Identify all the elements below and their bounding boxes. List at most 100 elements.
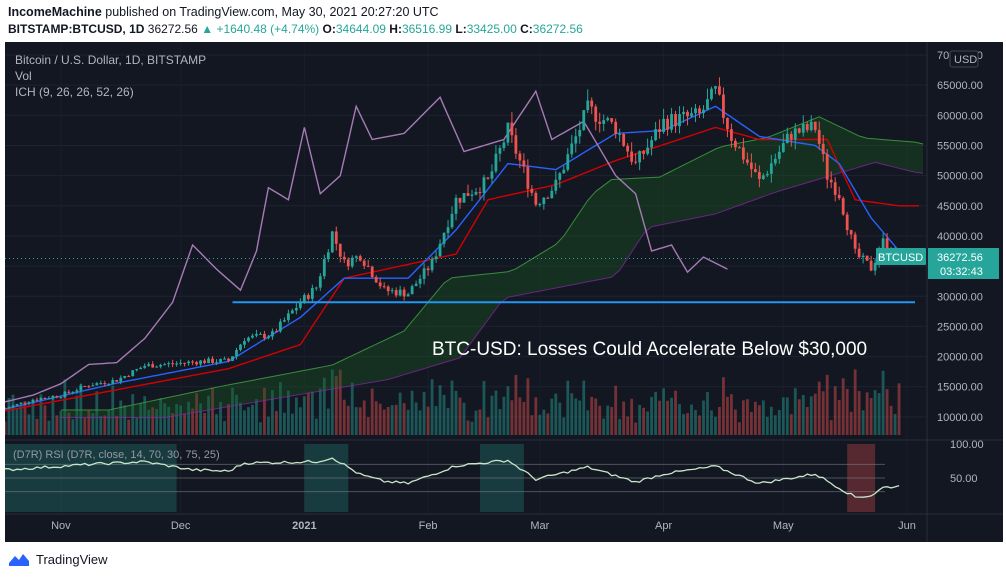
candle-body [334,231,338,244]
candle-body [107,383,111,385]
candle-body [167,363,171,365]
volume-bar [434,406,438,435]
volume-bar [358,407,362,435]
published-text: published on TradingView.com, May 30, 20… [105,5,439,19]
volume-bar [897,383,901,435]
volume-bar [777,410,781,435]
candle-body [566,154,570,170]
candle-body [267,336,270,339]
volume-bar [163,403,167,435]
candle-body [745,159,749,163]
candle-body [215,362,218,364]
candle-body [310,288,314,299]
candle-body [203,360,206,364]
volume-bar [821,391,825,435]
candle-body [398,289,402,296]
candle-body [247,337,250,342]
chart-svg[interactable]: (D7R) RSI (D7R, close, 14, 70, 30, 75, 2… [5,42,1003,542]
volume-bar [630,398,634,435]
candle-body [366,265,370,267]
volume-bar [654,391,657,435]
volume-bar [805,406,809,435]
volume-bar [841,378,845,435]
candle-body [749,162,753,170]
candle-body [606,118,610,121]
y-tick-label: 20000.00 [937,352,983,364]
x-tick-label: Jun [898,520,916,532]
volume-bar [745,399,749,435]
candle-body [502,142,506,149]
volume-bar [350,382,354,435]
candle-body [829,179,833,183]
volume-bar [390,405,394,435]
volume-bar [346,405,350,435]
open-value: 34644.09 [335,22,386,36]
volume-bar [167,406,171,435]
volume-bar [143,396,147,435]
volume-bar [853,369,857,435]
candle-body [514,135,518,154]
candle-body [374,277,378,283]
ichimoku-cloud [60,116,924,419]
y-tick-label: 10000.00 [937,412,983,424]
candle-body [294,307,298,311]
candle-body [837,194,841,199]
x-tick-label: Feb [419,520,438,532]
candle-body [171,363,175,365]
candle-body [694,108,697,114]
volume-bar [757,405,761,435]
candle-body [87,386,91,388]
candle-body [394,290,398,296]
candle-body [885,238,889,251]
volume-bar [310,391,314,435]
candle-body [354,256,358,258]
volume-bar [426,406,430,435]
candle-body [326,252,330,260]
candle-body [582,110,586,130]
candle-body [801,123,805,133]
tradingview-brand[interactable]: TradingView [8,551,108,567]
candle-body [430,259,434,271]
volume-bar [462,402,466,435]
candle-body [67,391,71,393]
rsi-pane: (D7R) RSI (D7R, close, 14, 70, 30, 75, 2… [5,439,984,512]
candle-body [610,118,614,122]
candles [5,77,901,410]
candle-body [35,399,39,401]
volume-bar [235,394,238,435]
candle-body [813,121,817,131]
volume-bar [187,401,190,435]
close-value: 36272.56 [532,22,583,36]
candle-body [522,160,526,167]
candle-body [350,257,354,267]
volume-bar [306,392,310,435]
candle-body [235,349,238,357]
candle-body [698,108,701,114]
candle-body [841,198,845,215]
candle-body [466,193,470,196]
candle-body [362,260,366,266]
volume-bar [326,408,330,435]
candle-body [678,114,681,127]
volume-bar [714,416,717,435]
candle-body [271,331,274,337]
volume-bar [526,378,530,435]
volume-bar [538,414,542,435]
volume-bar [255,399,258,435]
candle-body [849,230,853,235]
volume-bar [694,410,697,435]
publisher-name[interactable]: IncomeMachine [8,5,102,19]
chart-pane[interactable]: (D7R) RSI (D7R, close, 14, 70, 30, 75, 2… [5,42,1003,542]
volume-bar [422,391,426,435]
volume-bar [482,380,486,435]
candle-body [346,259,350,267]
y-tick-label: 40000.00 [937,231,983,243]
candle-body [147,364,151,366]
volume-bar [761,400,765,435]
currency-label: USD [954,54,977,66]
volume-bar [817,381,821,435]
candle-body [71,391,75,393]
volume-bar [322,377,326,435]
candle-body [414,283,418,287]
candle-body [279,321,282,332]
